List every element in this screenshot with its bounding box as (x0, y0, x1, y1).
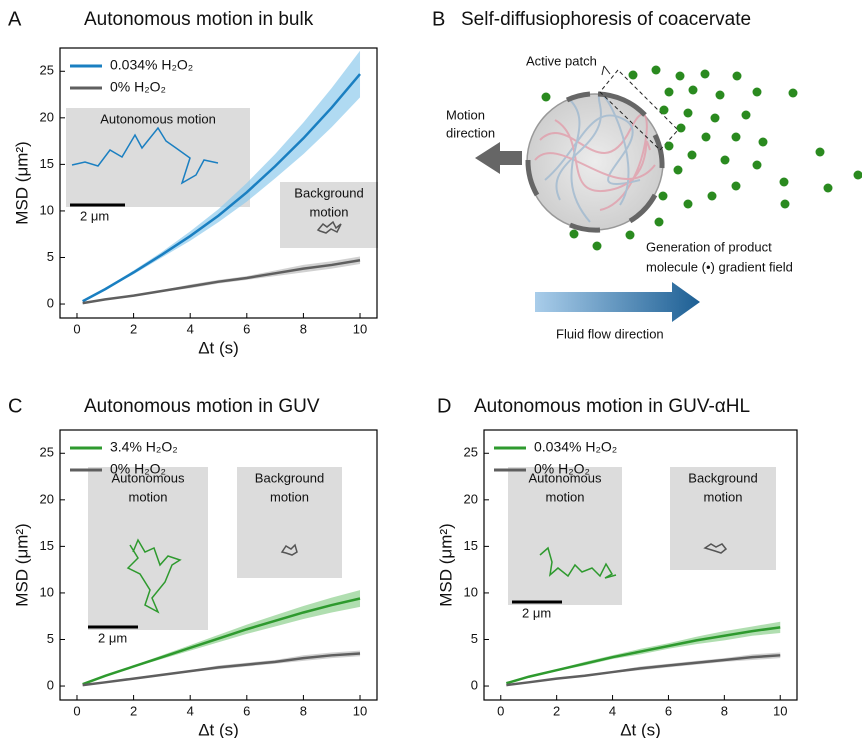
y-tick-label: 20 (464, 491, 478, 506)
panel-letter: D (437, 395, 451, 417)
x-tick-label: 4 (609, 703, 616, 718)
scale-bar-label: 2 μm (98, 630, 127, 645)
chart-title: Autonomous motion in GUV (84, 396, 320, 417)
chart-title: Autonomous motion in GUV-αHL (474, 396, 750, 417)
chart-title: Autonomous motion in bulk (84, 9, 314, 30)
legend-label: 0.034% H₂O₂ (534, 439, 617, 455)
x-tick-label: 6 (243, 321, 250, 336)
y-tick-label: 15 (464, 538, 478, 553)
flow-arrow (535, 282, 700, 322)
y-tick-label: 0 (471, 677, 478, 692)
inset-label: Background (294, 185, 363, 200)
label: Fluid flow direction (556, 326, 664, 341)
x-axis-label: Δt (s) (198, 720, 239, 738)
panel-letter: A (8, 8, 22, 30)
x-tick-label: 0 (73, 321, 80, 336)
figure: B Self-diffusiophoresis of coacervate Ac… (0, 0, 862, 738)
diagram-b: B Self-diffusiophoresis of coacervate Ac… (432, 8, 862, 341)
label: Motion (446, 107, 485, 122)
y-tick-label: 15 (40, 538, 54, 553)
y-axis-label: MSD (μm²) (12, 523, 31, 606)
inset-label: Background (688, 470, 757, 485)
y-tick-label: 25 (464, 445, 478, 460)
x-tick-label: 0 (73, 703, 80, 718)
scale-bar-label: 2 μm (522, 605, 551, 620)
patch-pointer (602, 66, 610, 75)
y-tick-label: 5 (471, 631, 478, 646)
x-tick-label: 10 (353, 703, 367, 718)
legend-label: 0% H₂O₂ (110, 79, 166, 95)
legend-label: 0.034% H₂O₂ (110, 57, 193, 73)
y-tick-label: 10 (40, 202, 54, 217)
y-axis-label: MSD (μm²) (436, 523, 455, 606)
legend-label: 0% H₂O₂ (534, 461, 590, 477)
legend-label: 0% H₂O₂ (110, 461, 166, 477)
y-tick-label: 20 (40, 109, 54, 124)
inset-autonomous (508, 467, 622, 605)
y-tick-label: 0 (47, 295, 54, 310)
x-tick-label: 2 (553, 703, 560, 718)
label: Active patch (526, 53, 597, 68)
inset-label: motion (545, 489, 584, 504)
inset-label: motion (703, 489, 742, 504)
x-tick-label: 2 (130, 321, 137, 336)
y-axis-label: MSD (μm²) (12, 141, 31, 224)
x-tick-label: 2 (130, 703, 137, 718)
x-tick-label: 8 (300, 321, 307, 336)
y-tick-label: 15 (40, 156, 54, 171)
y-tick-label: 25 (40, 445, 54, 460)
inset-label: motion (270, 489, 309, 504)
inset-label: motion (309, 204, 348, 219)
x-tick-label: 6 (243, 703, 250, 718)
y-tick-label: 5 (47, 631, 54, 646)
motion-arrow (475, 142, 522, 174)
inset-label: Autonomous motion (100, 111, 216, 126)
y-tick-label: 0 (47, 677, 54, 692)
x-tick-label: 0 (497, 703, 504, 718)
inset-label: motion (128, 489, 167, 504)
panel-letter: B (432, 8, 445, 30)
x-tick-label: 10 (773, 703, 787, 718)
y-tick-label: 10 (464, 584, 478, 599)
x-tick-label: 8 (300, 703, 307, 718)
y-tick-label: 25 (40, 63, 54, 78)
x-tick-label: 10 (353, 321, 367, 336)
scale-bar-label: 2 μm (80, 208, 109, 223)
label: molecule (•) gradient field (646, 259, 793, 274)
panel-letter: C (8, 395, 22, 417)
x-tick-label: 4 (187, 703, 194, 718)
y-tick-label: 5 (47, 249, 54, 264)
y-tick-label: 10 (40, 584, 54, 599)
x-axis-label: Δt (s) (620, 720, 661, 738)
label: Generation of product (646, 239, 772, 254)
legend-label: 3.4% H₂O₂ (110, 439, 178, 455)
x-tick-label: 4 (187, 321, 194, 336)
diagram-title: Self-diffusiophoresis of coacervate (461, 9, 751, 30)
label: direction (446, 125, 495, 140)
x-axis-label: Δt (s) (198, 338, 239, 357)
inset-label: Background (255, 470, 324, 485)
x-tick-label: 6 (665, 703, 672, 718)
error-band (506, 622, 780, 683)
chart: A Autonomous motion in bulk Autonomous mot… (8, 8, 378, 357)
y-tick-label: 20 (40, 491, 54, 506)
x-tick-label: 8 (721, 703, 728, 718)
line (83, 260, 360, 303)
